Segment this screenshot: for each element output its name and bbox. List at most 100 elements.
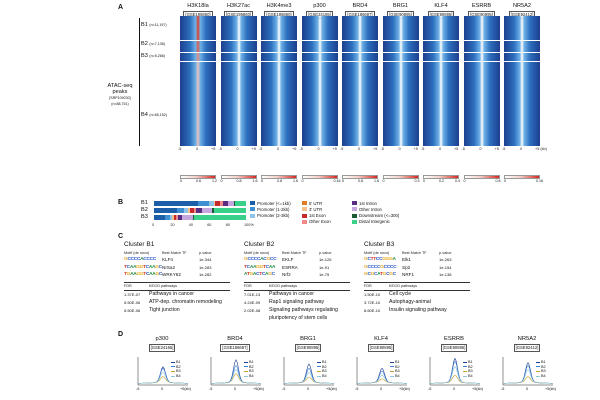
legend-line xyxy=(244,361,248,363)
cluster-divider xyxy=(220,40,257,41)
cluster-divider xyxy=(180,61,216,62)
axis-left: -5 xyxy=(421,147,425,151)
motif-letter: G xyxy=(389,272,393,277)
legend-label: B3 xyxy=(395,369,400,374)
profile-axis-right: +5(kb) xyxy=(180,387,191,391)
cluster-divider xyxy=(382,52,419,53)
profile-line-b3 xyxy=(356,378,408,384)
motif-letter: A xyxy=(152,272,156,277)
colorbar-h3k27ac xyxy=(220,175,257,180)
motif-divider xyxy=(244,282,350,283)
profile-header-esrrb: ESRRB [GSE90895] xyxy=(434,336,474,352)
kegg-pathway: Autophagy-animal xyxy=(389,299,431,305)
profile-axis-zero: 0 xyxy=(307,387,310,391)
legend-label: B4 xyxy=(395,373,400,378)
kegg-fdr: 1.37E-07 xyxy=(124,292,141,297)
axis-right: +5 xyxy=(292,147,297,151)
annotation-bar-segment xyxy=(181,215,193,221)
heatmap-cluster-b1 xyxy=(301,16,338,40)
heatmap-cluster-b2 xyxy=(180,40,216,52)
motif-letter: C xyxy=(146,257,150,262)
legend-line xyxy=(463,361,467,363)
profile-line-b4 xyxy=(502,369,554,384)
annotation-bar-segment xyxy=(234,201,236,206)
cluster-label-b3: B3 (n=5,266) xyxy=(141,53,165,59)
legend-label: Promoter (<=1kb) xyxy=(257,200,291,206)
colorbar-tick: 0 xyxy=(504,179,506,183)
heatmap-cluster-b2 xyxy=(423,40,459,52)
legend-label: 3' UTR xyxy=(309,206,323,212)
legend-label: B4 xyxy=(249,373,254,378)
colorbar-tick: 0.8 xyxy=(495,179,501,183)
profile-title: BRG1 xyxy=(300,336,316,342)
heatmap-cluster-b4 xyxy=(342,61,378,146)
profile-axis-right: +5(kb) xyxy=(545,387,556,391)
kegg-pathway: Tight junction xyxy=(149,307,180,313)
legend-line xyxy=(171,375,175,377)
axis-left: -5 xyxy=(502,147,506,151)
profile-plot-brg1 xyxy=(283,357,335,386)
column-title: BRD4 xyxy=(352,3,368,9)
motif-logo: GCCCCACGCC xyxy=(244,257,277,262)
colorbar-p300 xyxy=(301,175,338,180)
heatmap-cluster-b2 xyxy=(463,40,500,52)
motif-letter: C xyxy=(246,264,250,270)
profile-axis-left: -5 xyxy=(501,387,505,391)
motif-letter: C xyxy=(256,272,260,277)
profile-geo: [GSE90895] xyxy=(294,344,322,352)
colorbar-nr5a2 xyxy=(504,175,540,180)
legend-line xyxy=(536,366,540,368)
cluster-label-b4: B4 (n=65,152) xyxy=(141,112,167,118)
motif-letter: A xyxy=(265,272,269,277)
annotation-bar-segment xyxy=(177,215,182,221)
profile-axis-right: +5(kb) xyxy=(399,387,410,391)
profile-line-b4 xyxy=(356,374,408,384)
motif-pvalue: 1e-282 xyxy=(199,272,212,277)
annotation-bar-segment xyxy=(154,208,178,214)
cluster-divider xyxy=(504,40,540,41)
profile-title: BRD4 xyxy=(227,336,243,342)
cluster-divider xyxy=(180,52,216,53)
annotation-bar-segment xyxy=(198,201,210,206)
legend-swatch xyxy=(250,201,255,205)
colorbar-tick: 0 xyxy=(180,179,182,183)
profile-axes xyxy=(283,357,334,386)
axis-left: -5 xyxy=(299,147,303,151)
motif-letter: C xyxy=(261,272,266,277)
legend-label: B2 xyxy=(176,364,181,369)
legend-line xyxy=(244,375,248,377)
motif-letter: G xyxy=(259,264,264,270)
heatmap-cluster-b4 xyxy=(504,61,540,146)
heatmap-cluster-b1 xyxy=(220,16,257,40)
motif-letter: C xyxy=(127,257,131,262)
motif-letter: A xyxy=(272,264,276,270)
motif-letter: T xyxy=(263,264,266,270)
motif-header: Motif (de novo) xyxy=(124,251,150,255)
cluster-divider xyxy=(463,52,500,53)
axis-right: +5 xyxy=(211,147,216,151)
motif-tf: WRKY62 xyxy=(162,272,181,277)
axis-zero: 0 xyxy=(277,147,280,151)
colorbar-tick: 0 xyxy=(382,179,385,183)
colorbar-tick: 0 xyxy=(423,179,425,183)
motif-letter: C xyxy=(158,264,162,270)
pvalue-header: p-value xyxy=(199,251,212,255)
colorbar-esrrb xyxy=(463,175,500,180)
legend-line xyxy=(536,371,540,372)
motif-pvalue: 1e-263 xyxy=(439,257,452,262)
profile-geo: [GSE186687] xyxy=(220,344,250,352)
legend-swatch xyxy=(352,201,357,205)
colorbar-tick: 0.8 xyxy=(358,179,363,183)
motif-logo: GCGCATGCGC xyxy=(364,272,396,277)
motif-letter: G xyxy=(364,257,368,262)
legend-line xyxy=(390,366,394,368)
column-title: ESRRB xyxy=(471,3,492,9)
heatmap-cluster-b3 xyxy=(463,52,500,61)
annotation-bar-segment xyxy=(227,201,235,206)
legend-label: B1 xyxy=(541,360,546,364)
profile-geo: [GSE92412] xyxy=(513,344,541,352)
heatmap-cluster-b2 xyxy=(261,40,297,52)
cluster-divider xyxy=(504,61,540,62)
motif-letter: A xyxy=(244,272,247,277)
axis-right: +5 xyxy=(251,147,256,151)
